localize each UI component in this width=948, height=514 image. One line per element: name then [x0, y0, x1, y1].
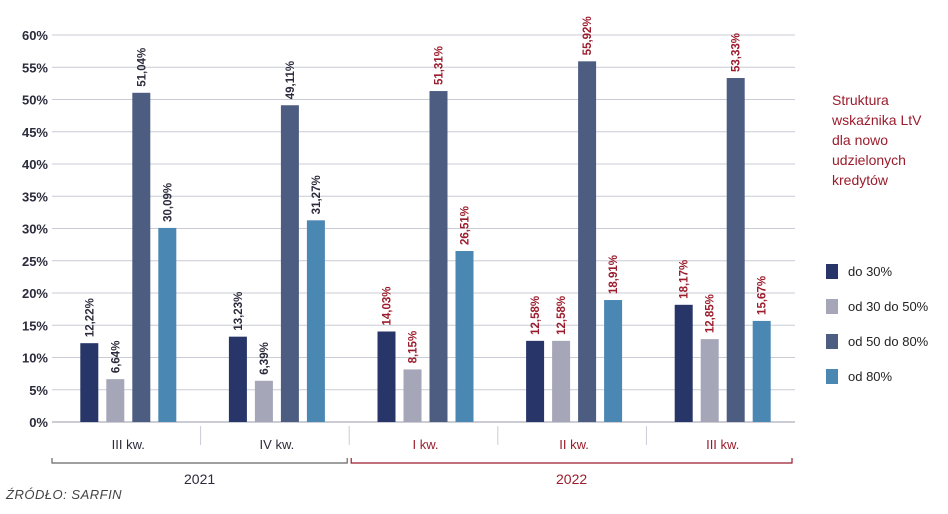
y-tick-label: 15%	[22, 318, 48, 333]
bar	[429, 91, 448, 422]
data-label: 12,58%	[530, 296, 542, 335]
y-tick-label: 55%	[22, 60, 48, 75]
legend-swatch	[826, 298, 838, 314]
year-label: 2022	[556, 471, 587, 487]
x-tick-label: III kw.	[706, 437, 739, 452]
bar	[106, 379, 125, 422]
y-tick-label: 5%	[29, 383, 48, 398]
bar	[752, 320, 771, 422]
year-bracket	[350, 458, 793, 464]
year-bracket	[51, 458, 348, 464]
bar	[132, 92, 151, 423]
data-label: 31,27%	[311, 175, 323, 214]
bar	[726, 78, 745, 423]
y-axis-ticks: 0% 5% 10% 15% 20% 25% 30% 35% 40% 45% 50% 55% 60%	[22, 28, 48, 430]
x-axis: III kw. IV kw. I kw. II kw. III kw. 2021 2022	[51, 426, 793, 487]
x-tick-label: III kw.	[112, 437, 145, 452]
y-tick-label: 35%	[22, 189, 48, 204]
legend-label: od 80%	[848, 368, 893, 384]
data-label: 18,17%	[679, 260, 691, 299]
bar	[80, 343, 99, 422]
source-note: ŹRÓDŁO: SARFIN	[6, 487, 123, 502]
bar	[526, 340, 545, 422]
bar	[254, 380, 273, 422]
legend: do 30% od 30 do 50% od 50 do 80% od 80%	[826, 262, 946, 402]
x-tick-label: IV kw.	[260, 437, 295, 452]
bar	[403, 369, 422, 422]
bar	[280, 105, 299, 422]
bar	[552, 340, 571, 422]
bar	[377, 331, 396, 422]
legend-label: do 30%	[848, 263, 893, 279]
data-label: 12,85%	[705, 294, 717, 333]
data-label: 12,22%	[84, 298, 96, 337]
legend-item-od-50-do-80: od 50 do 80%	[826, 332, 946, 350]
y-tick-label: 10%	[22, 351, 48, 366]
data-label: 49,11%	[285, 61, 297, 99]
legend-label: od 50 do 80%	[848, 333, 929, 349]
data-label: 6,64%	[110, 341, 122, 374]
legend-item-od-30-do-50: od 30 do 50%	[826, 297, 946, 315]
bar	[306, 220, 325, 422]
data-label: 13,23%	[233, 292, 245, 331]
data-labels: 12,22% 6,64% 51,04% 30,09% 13,23% 6,39% 49,11%…	[84, 16, 768, 374]
legend-item-od-80: od 80%	[826, 367, 946, 385]
data-label: 30,09%	[162, 183, 174, 222]
legend-swatch	[826, 333, 838, 349]
bar	[700, 339, 719, 422]
y-tick-label: 40%	[22, 157, 48, 172]
x-tick-label: II kw.	[559, 437, 589, 452]
y-tick-label: 0%	[29, 415, 48, 430]
data-label: 12,58%	[556, 296, 568, 335]
y-tick-label: 30%	[22, 222, 48, 237]
bars	[80, 61, 771, 423]
data-label: 51,04%	[136, 48, 148, 87]
data-label: 15,67%	[757, 276, 769, 315]
data-label: 18,91%	[608, 255, 620, 294]
legend-swatch	[826, 368, 838, 384]
bar	[578, 61, 597, 422]
y-tick-label: 25%	[22, 254, 48, 269]
data-label: 8,15%	[408, 331, 420, 364]
y-tick-label: 50%	[22, 93, 48, 108]
bar	[158, 227, 177, 422]
y-tick-label: 45%	[22, 125, 48, 140]
data-label: 55,92%	[582, 16, 594, 55]
bar	[455, 251, 474, 422]
x-tick-label: I kw.	[412, 437, 438, 452]
y-tick-label: 20%	[22, 286, 48, 301]
data-label: 6,39%	[259, 342, 271, 375]
y-tick-label: 60%	[22, 28, 48, 43]
data-label: 51,31%	[434, 46, 446, 85]
data-label: 26,51%	[460, 206, 472, 245]
legend-label: od 30 do 50%	[848, 298, 929, 314]
data-label: 53,33%	[731, 33, 743, 72]
chart-title: Struktura wskaźnika LtV dla nowo udzielo…	[832, 92, 922, 188]
year-label: 2021	[184, 471, 215, 487]
legend-swatch	[826, 263, 838, 279]
bar	[228, 336, 247, 422]
bar	[604, 300, 623, 422]
legend-item-do-30: do 30%	[826, 262, 946, 280]
bar	[674, 304, 693, 422]
data-label: 14,03%	[382, 286, 394, 325]
